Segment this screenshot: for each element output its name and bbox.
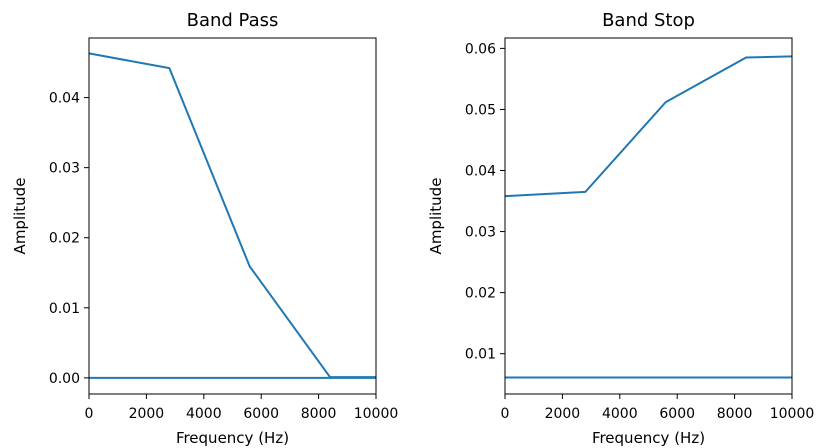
- x-tick-label: 0: [85, 406, 94, 422]
- x-tick-label: 6000: [659, 406, 695, 422]
- y-tick-label: 0.02: [465, 286, 496, 302]
- y-tick-label: 0.00: [49, 371, 80, 387]
- x-tick-label: 8000: [717, 406, 753, 422]
- y-tick-label: 0.06: [465, 41, 496, 57]
- x-tick-label: 4000: [602, 406, 638, 422]
- x-tick-label: 8000: [301, 406, 337, 422]
- x-axis-label: Frequency (Hz): [176, 429, 289, 447]
- x-tick-label: 0: [501, 406, 510, 422]
- y-tick-label: 0.03: [49, 161, 80, 177]
- y-axis-label: Amplitude: [427, 178, 445, 255]
- x-tick-label: 2000: [545, 406, 581, 422]
- y-tick-label: 0.01: [49, 301, 80, 317]
- y-tick-label: 0.02: [49, 231, 80, 247]
- chart-title: Band Pass: [187, 10, 279, 31]
- y-axis-label: Amplitude: [11, 178, 29, 255]
- axes-frame: [504, 37, 793, 395]
- x-axis-label: Frequency (Hz): [592, 429, 705, 447]
- y-tick-label: 0.04: [465, 164, 496, 180]
- chart-panel-1: 0 2000 4000 6000 8000 10000 0.00 0.01 0.02 0.03 0.…: [11, 10, 398, 447]
- y-tick-label: 0.03: [465, 225, 496, 241]
- x-tick-label: 6000: [243, 406, 279, 422]
- x-tick-label: 4000: [186, 406, 222, 422]
- chart-panel-2: 0 2000 4000 6000 8000 10000 0.01 0.02 0.03 0.04 0.…: [427, 10, 814, 447]
- y-tick-label: 0.04: [49, 91, 80, 107]
- y-tick-label: 0.05: [465, 102, 496, 118]
- series-line-1: [504, 55, 793, 198]
- x-tick-label: 10000: [354, 406, 399, 422]
- chart-title: Band Stop: [602, 10, 695, 31]
- x-tick-label: 2000: [129, 406, 165, 422]
- y-tick-label: 0.01: [465, 347, 496, 363]
- axes-frame: [88, 37, 377, 395]
- x-tick-label: 10000: [770, 406, 815, 422]
